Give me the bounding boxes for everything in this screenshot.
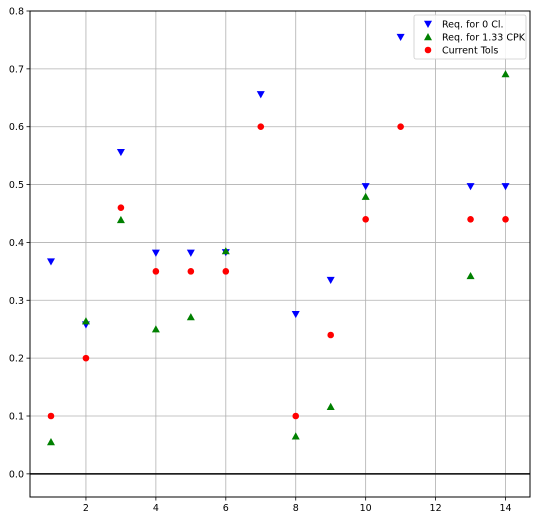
y-tick-label: 0.0 [9, 469, 24, 480]
data-point [221, 247, 230, 255]
x-tick-label: 4 [153, 503, 159, 514]
data-point [81, 317, 90, 325]
data-point [257, 123, 265, 131]
data-point [291, 432, 300, 440]
plot-frame [29, 10, 531, 498]
x-tick-label: 10 [360, 503, 372, 514]
y-tick-label: 0.1 [9, 412, 24, 423]
legend-marker [424, 33, 432, 41]
data-point [397, 123, 404, 131]
data-point [256, 91, 265, 99]
data-point [467, 215, 474, 223]
data-point [46, 438, 55, 446]
data-point [186, 313, 195, 321]
data-point [326, 402, 335, 410]
data-point [187, 268, 195, 275]
y-tick-label: 0.6 [9, 122, 24, 133]
data-point [502, 215, 509, 223]
data-point [466, 183, 475, 191]
data-point [466, 271, 475, 280]
data-point [151, 325, 160, 333]
data-point [361, 183, 370, 191]
data-point [361, 192, 370, 200]
data-point [186, 249, 195, 257]
legend-marker [424, 46, 432, 54]
y-tick-label: 0.3 [9, 296, 24, 307]
data-point [326, 276, 335, 285]
data-point [396, 33, 405, 42]
legend-marker [424, 20, 432, 28]
y-tick-label: 0.5 [9, 180, 24, 191]
x-tick-label: 8 [293, 503, 299, 514]
series-markers [46, 33, 510, 446]
legend-item: Req. for 1.33 CPK [424, 33, 526, 44]
legend-item: Req. for 0 Cl. [424, 20, 504, 31]
x-tick-label: 6 [223, 503, 229, 514]
data-point [501, 70, 510, 78]
data-point [116, 148, 125, 157]
data-point [46, 258, 55, 266]
data-point [47, 412, 55, 420]
y-tick-label: 0.8 [9, 7, 24, 18]
data-point [117, 204, 125, 212]
y-tick-label: 0.4 [9, 238, 24, 249]
data-point [291, 310, 300, 319]
y-tick-label: 0.7 [9, 64, 24, 75]
data-point [151, 249, 160, 257]
data-point [362, 215, 369, 223]
series-2 [46, 70, 510, 446]
legend-item: Current Tols [424, 46, 498, 57]
data-point [327, 331, 334, 339]
series-1 [46, 33, 510, 329]
legend-box [413, 14, 527, 60]
legend-label: Req. for 1.33 CPK [442, 33, 526, 44]
data-point [292, 412, 300, 420]
axis-ticks: 2 4 6 8 10 12 14 0.0 0.1 0.2 0.3 0.4 0.5 0.6 0.7 0.8 [9, 7, 512, 515]
data-point [222, 268, 230, 275]
x-tick-label: 12 [430, 503, 442, 514]
x-tick-label: 2 [83, 503, 89, 514]
legend-label: Current Tols [442, 46, 498, 57]
legend: Req. for 0 Cl. Req. for 1.33 CPK Current T… [413, 14, 527, 60]
data-point [116, 215, 125, 224]
grid-lines [30, 10, 530, 497]
data-point [82, 354, 90, 362]
data-point [501, 183, 510, 191]
data-point [152, 268, 160, 275]
x-tick-label: 14 [499, 503, 511, 514]
series-3 [47, 123, 509, 420]
y-tick-label: 0.2 [9, 354, 24, 365]
legend-label: Req. for 0 Cl. [442, 20, 504, 31]
